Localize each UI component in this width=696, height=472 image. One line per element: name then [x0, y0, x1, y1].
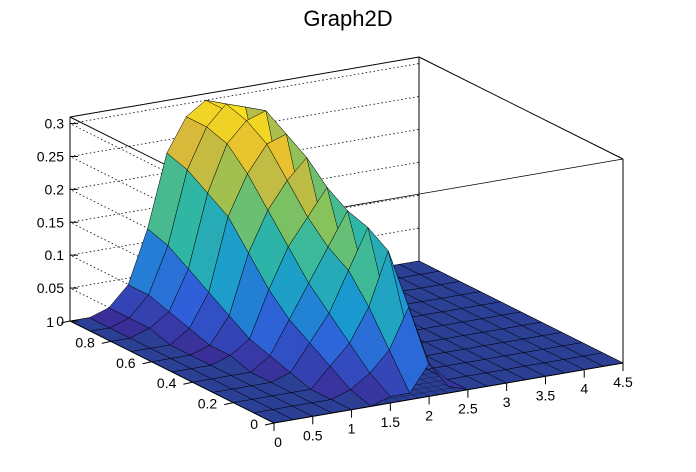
y-tick-label: 1: [46, 314, 54, 330]
x-tick-label: 0.5: [303, 427, 323, 443]
x-tick-label: 0: [274, 434, 282, 450]
z-tick-label: 0.1: [45, 247, 65, 263]
z-tick-label: 0.05: [37, 280, 64, 296]
x-axis-line: [273, 362, 624, 424]
z-tick-label: 0.2: [45, 181, 65, 197]
surface-layer: [69, 99, 624, 424]
x-tick-label: 1.5: [381, 414, 401, 430]
x-tick-label: 4: [580, 381, 588, 397]
x-tick-label: 2.5: [458, 401, 478, 417]
y-tick-label: 0.8: [75, 334, 95, 350]
y-tick-mark: [224, 402, 234, 406]
y-tick-label: 0.2: [198, 396, 218, 412]
y-tick-mark: [264, 422, 275, 426]
x-tick-label: 1: [348, 421, 356, 437]
y-tick-mark: [183, 381, 193, 385]
x-tick-label: 4.5: [613, 374, 633, 390]
z-tick-label: 0.25: [37, 148, 64, 164]
x-tick-label: 2: [425, 407, 433, 423]
y-tick-mark: [101, 340, 111, 344]
x-tick-label: 3.5: [536, 387, 556, 403]
z-tick-label: 0.3: [45, 116, 65, 132]
y-tick-label: 0: [250, 416, 258, 432]
y-axis-line: [69, 320, 275, 424]
axis-edge: [69, 56, 420, 118]
z-tick-label: 0: [56, 313, 64, 329]
tick-layer: 0 0.5 1 1.5 2 2.5 3 3.5 4 4.500.20.40.60.81 00.050…: [37, 116, 633, 450]
chart-title: Graph2D: [303, 6, 392, 31]
grid-line: [69, 63, 420, 124]
z-tick-label: 0.15: [37, 214, 64, 230]
y-tick-label: 0.4: [157, 375, 177, 391]
y-tick-mark: [142, 361, 152, 365]
y-tick-mark: [60, 320, 71, 324]
axis-box-front: [69, 117, 624, 424]
axis-edge: [418, 56, 624, 160]
y-tick-label: 0.6: [116, 355, 136, 371]
x-tick-label: 3: [503, 394, 511, 410]
